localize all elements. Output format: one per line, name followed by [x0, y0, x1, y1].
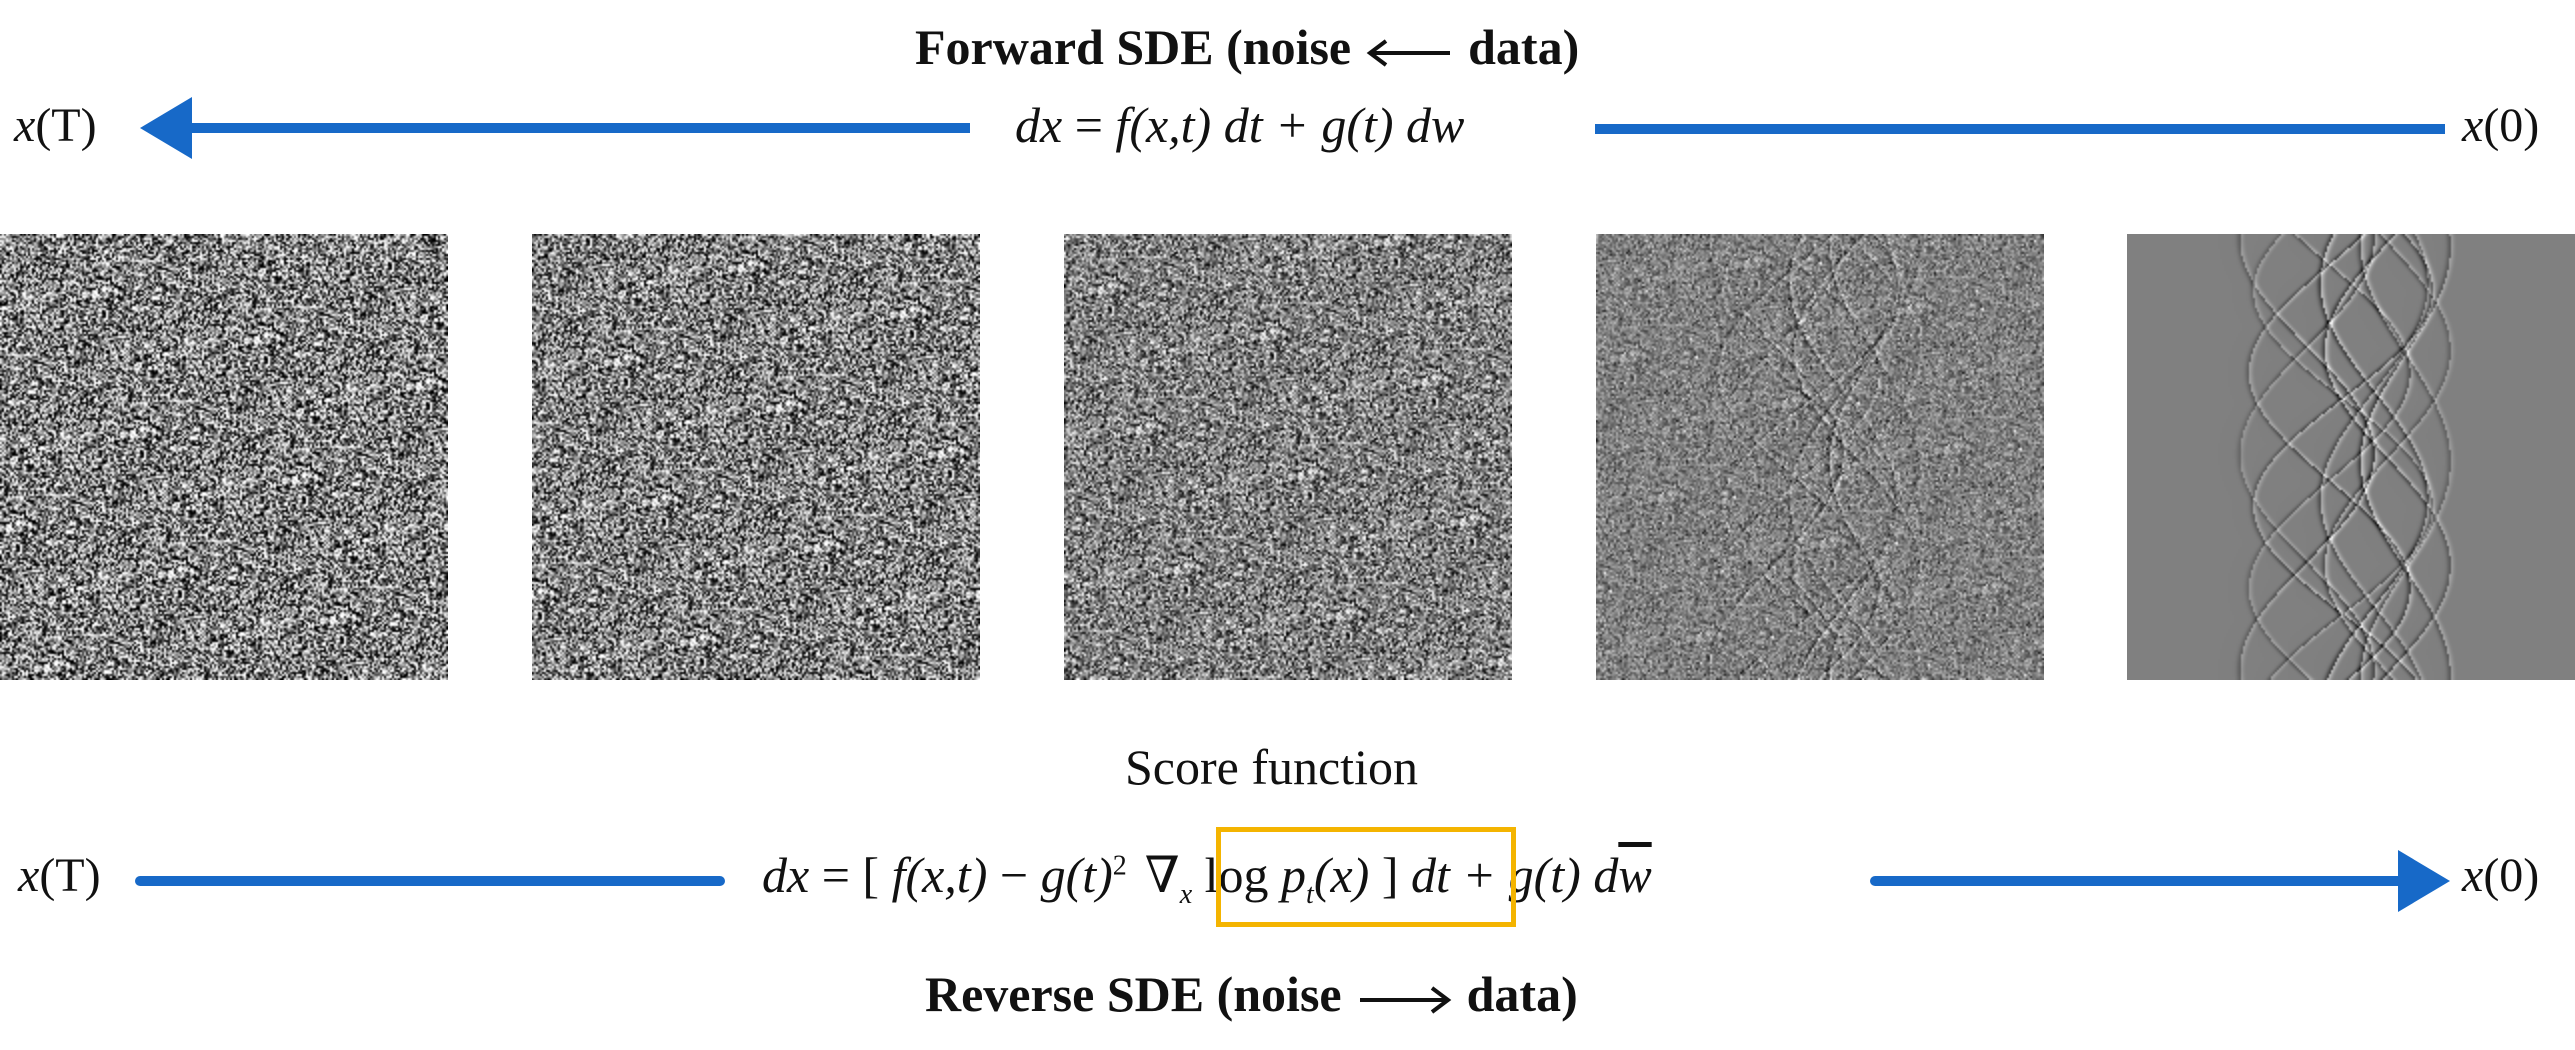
right-arrow-icon [1354, 985, 1454, 1015]
forward-title-suffix: data) [1455, 19, 1580, 75]
panel-canvas [0, 234, 448, 680]
score-highlight-box [1216, 827, 1516, 927]
reverse-title-prefix: Reverse SDE (noise [925, 966, 1355, 1022]
reverse-left-label: x(T) [18, 849, 101, 902]
forward-left-label: x(T) [14, 99, 97, 152]
reverse-title-suffix: data) [1454, 966, 1578, 1022]
reverse-arrow-right [1870, 850, 2450, 912]
image-panel-noisy-2 [1064, 234, 1512, 680]
image-panel-noisy-1 [532, 234, 980, 680]
score-function-label: Score function [1125, 739, 1418, 795]
forward-equation: dx = f(x,t) dt + g(t) dw [1015, 97, 1465, 153]
panel-canvas [532, 234, 980, 680]
panel-canvas [1596, 234, 2044, 680]
image-panel-noisy-3 [1596, 234, 2044, 680]
forward-sde-title: Forward SDE (noise data) [915, 18, 1579, 76]
reverse-right-label: x(0) [2462, 849, 2540, 902]
reverse-arrow-left [135, 876, 725, 886]
reverse-equation: dx = [ f(x,t) − g(t)2 ∇x log pt(x) ] dt +… [762, 847, 1652, 910]
image-panel-noise [0, 234, 448, 680]
forward-right-label: x(0) [2462, 99, 2540, 152]
image-panel-data [2127, 234, 2575, 680]
forward-arrow-right [1595, 124, 2445, 134]
left-arrow-icon [1364, 38, 1456, 68]
forward-title-prefix: Forward SDE (noise [915, 19, 1364, 75]
forward-arrow-left [140, 97, 970, 159]
reverse-sde-title: Reverse SDE (noise data) [925, 965, 1578, 1023]
panel-canvas [2127, 234, 2575, 680]
panel-canvas [1064, 234, 1512, 680]
